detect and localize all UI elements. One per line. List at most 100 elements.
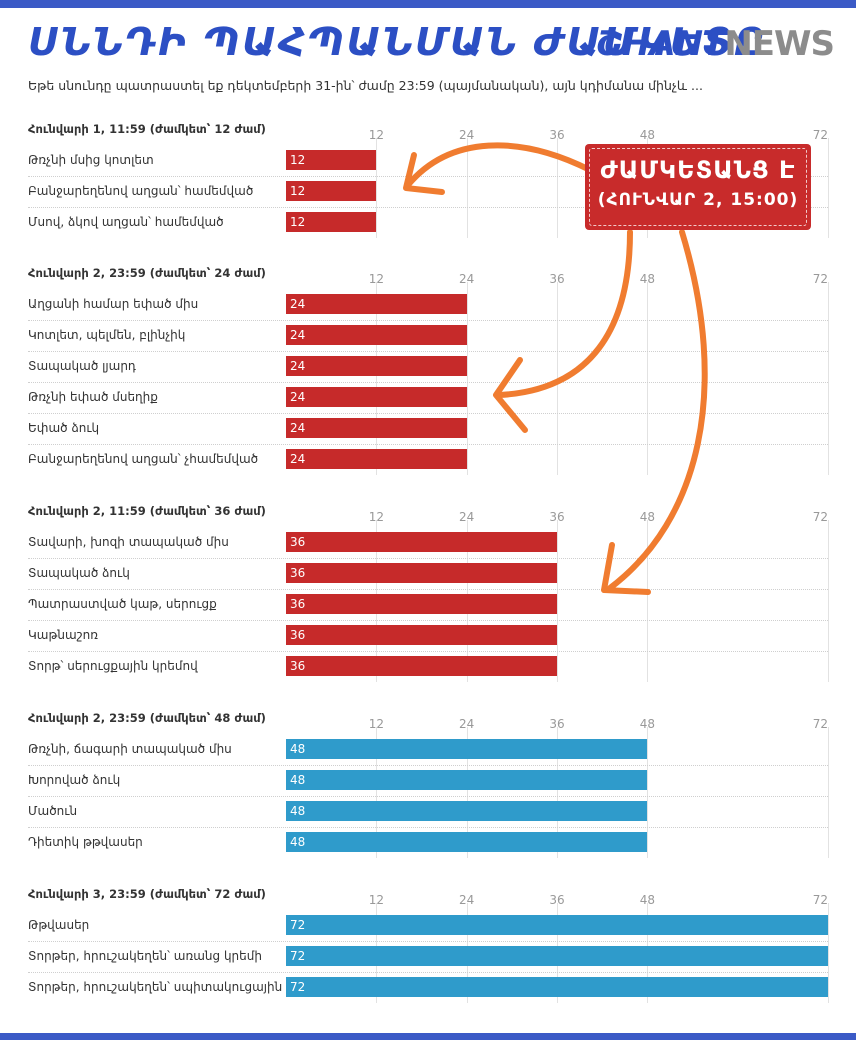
- bar: 48: [286, 739, 648, 759]
- chart-group: Հունվարի 3, 23:59 (ժամկետ՝ 72 ժամ) 12 24 36…: [0, 887, 856, 1003]
- gridline: [828, 138, 829, 238]
- bar-value-label: 24: [290, 328, 306, 342]
- gridline: [466, 138, 468, 238]
- chart-row: Մածուն 48: [0, 796, 856, 828]
- row-separator: [28, 620, 828, 621]
- row-separator: [28, 207, 828, 208]
- bottom-accent-bar: [0, 1033, 856, 1040]
- x-tick-label: 72: [812, 128, 828, 142]
- x-tick-label: 24: [459, 510, 475, 524]
- row-separator: [28, 589, 828, 590]
- chart-row: Կաթնաշոռ 36: [0, 620, 856, 652]
- gridline: [376, 727, 378, 858]
- group-title: Հունվարի 3, 23:59 (ժամկետ՝ 72 ժամ): [28, 887, 266, 901]
- bar: 24: [286, 294, 467, 314]
- x-tick-label: 12: [368, 893, 384, 907]
- row-label: Կաթնաշոռ: [28, 628, 98, 642]
- gridline: [828, 520, 829, 682]
- gridline: [647, 520, 649, 682]
- row-separator: [28, 444, 828, 445]
- row-label: Տորթ՝ սերուցքային կրեմով: [28, 659, 198, 673]
- chart-row: Տորթեր, հրուշակեղեն՝ սպիտակուցային կրեմո…: [0, 972, 856, 1003]
- page-subtitle: Եթե սնունդը պատրաստել եք դեկտեմբերի 31-ի…: [28, 78, 703, 93]
- bar-value-label: 48: [290, 835, 306, 849]
- row-separator: [28, 558, 828, 559]
- x-tick-label: 48: [639, 272, 655, 286]
- bar: 72: [286, 915, 828, 935]
- bar: 36: [286, 563, 557, 583]
- row-separator: [28, 382, 828, 383]
- gridline: [557, 138, 558, 238]
- bar-value-label: 36: [290, 566, 306, 580]
- bar-value-label: 24: [290, 359, 306, 373]
- bar-value-label: 24: [290, 390, 306, 404]
- bar: 24: [286, 325, 467, 345]
- row-separator: [28, 827, 828, 828]
- x-tick-label: 12: [368, 717, 384, 731]
- chart-row: Պատրաստված կաթ, սերուցք 36: [0, 589, 856, 621]
- row-label: Եփած ձուկ: [28, 421, 100, 435]
- chart-group: Հունվարի 2, 11:59 (ժամկետ՝ 36 ժամ) 12 24 36…: [0, 504, 856, 682]
- chart-row: Խորոված ձուկ 48: [0, 765, 856, 797]
- row-label: Թռչնի եփած մսեղիք: [28, 390, 158, 404]
- row-label: Բանջարեղենով աղցան՝ չհամեմված: [28, 452, 259, 466]
- row-separator: [28, 765, 828, 766]
- chart-row: Բանջարեղենով աղցան՝ համեմված 12: [0, 176, 856, 208]
- bar: 24: [286, 356, 467, 376]
- gridline: [557, 727, 558, 858]
- x-tick-label: 48: [639, 893, 655, 907]
- x-tick-label: 36: [549, 510, 565, 524]
- bar-value-label: 72: [290, 918, 306, 932]
- chart-row: Եփած ձուկ 24: [0, 413, 856, 445]
- bar-value-label: 36: [290, 535, 306, 549]
- chart-row: Դիետիկ թթվասեր 48: [0, 827, 856, 858]
- bar-value-label: 72: [290, 980, 306, 994]
- chart-row: Տապակած լյարդ 24: [0, 351, 856, 383]
- row-separator: [28, 941, 828, 942]
- x-tick-label: 24: [459, 717, 475, 731]
- x-tick-label: 24: [459, 128, 475, 142]
- x-tick-label: 12: [368, 128, 384, 142]
- chart-row: Բանջարեղենով աղցան՝ չհամեմված 24: [0, 444, 856, 475]
- x-tick-label: 72: [812, 272, 828, 286]
- chart-group: Հունվարի 1, 11:59 (ժամկետ՝ 12 ժամ) 12 24 36…: [0, 122, 856, 238]
- row-separator: [28, 972, 828, 973]
- bar-value-label: 24: [290, 421, 306, 435]
- chart-group: Հունվարի 2, 23:59 (ժամկետ՝ 48 ժամ) 12 24 36…: [0, 711, 856, 858]
- gridline: [376, 138, 378, 238]
- row-label: Տորթեր, հրուշակեղեն՝ առանց կրեմի: [28, 949, 262, 963]
- bar-value-label: 48: [290, 742, 306, 756]
- group-title: Հունվարի 2, 11:59 (ժամկետ՝ 36 ժամ): [28, 504, 266, 518]
- gridline: [466, 727, 468, 858]
- bar-value-label: 24: [290, 452, 306, 466]
- x-tick-label: 48: [639, 510, 655, 524]
- row-label: Տորթեր, հրուշակեղեն՝ սպիտակուցային կրեմո…: [28, 980, 332, 994]
- bar-value-label: 12: [290, 215, 306, 229]
- row-label: Թռչնի, ճագարի տապակած միս: [28, 742, 232, 756]
- bar-value-label: 36: [290, 659, 306, 673]
- row-label: Մածուն: [28, 804, 78, 818]
- group-title: Հունվարի 2, 23:59 (ժամկետ՝ 24 ժամ): [28, 266, 266, 280]
- gridline: [828, 903, 829, 1003]
- bar-value-label: 48: [290, 804, 306, 818]
- row-label: Մսով, ձկով աղցան՝ համեմված: [28, 215, 224, 229]
- bar: 72: [286, 977, 828, 997]
- row-label: Աղցանի համար եփած միս: [28, 297, 199, 311]
- bar: 12: [286, 212, 377, 232]
- row-label: Տապակած լյարդ: [28, 359, 136, 373]
- row-separator: [28, 351, 828, 352]
- bar: 24: [286, 449, 467, 469]
- chart-row: Տապակած ձուկ 36: [0, 558, 856, 590]
- chart-row: Տորթ՝ սերուցքային կրեմով 36: [0, 651, 856, 682]
- bar: 36: [286, 594, 557, 614]
- bar: 24: [286, 418, 467, 438]
- chart-row: Կոտլետ, պելմեն, բլինչիկ 24: [0, 320, 856, 352]
- bar-value-label: 24: [290, 297, 306, 311]
- x-tick-label: 36: [549, 893, 565, 907]
- page-title: ՍՆՆԴԻ ՊԱՀՊԱՆՄԱՆ ԺԱՄԿԵՏԸ: [28, 20, 767, 64]
- group-title: Հունվարի 1, 11:59 (ժամկետ՝ 12 ժամ): [28, 122, 266, 136]
- x-tick-label: 72: [812, 510, 828, 524]
- row-label: Խորոված ձուկ: [28, 773, 121, 787]
- x-tick-label: 12: [368, 510, 384, 524]
- bar: 24: [286, 387, 467, 407]
